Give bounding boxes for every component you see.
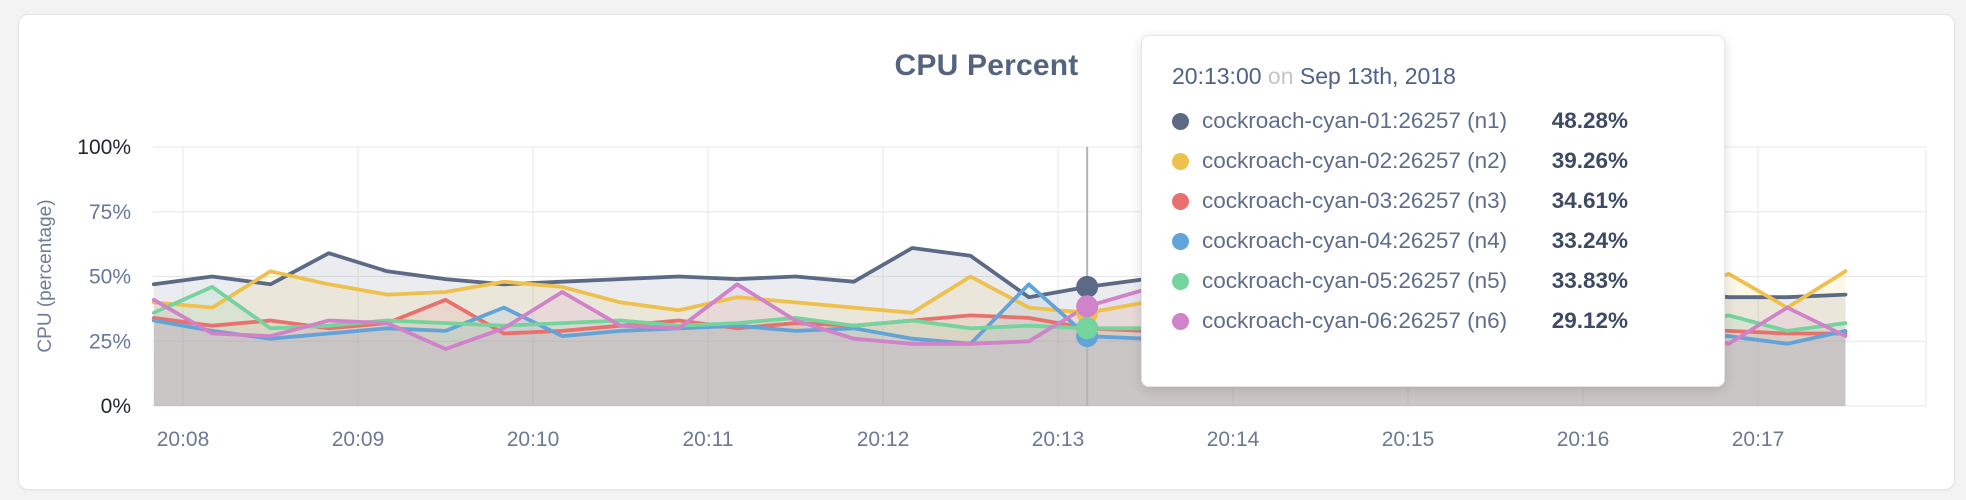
tooltip-series-label: cockroach-cyan-06:26257 (n6) (1202, 308, 1508, 333)
x-tick-label: 20:16 (1557, 428, 1610, 451)
tooltip-time: 20:13:00 (1172, 63, 1262, 89)
tooltip-series-value: 48.28% (1551, 108, 1628, 133)
y-tick-label: 50% (89, 266, 131, 289)
tooltip-row: cockroach-cyan-04:26257 (n4) 33.24% (1172, 221, 1628, 261)
hover-dot-n5 (1076, 317, 1099, 340)
y-tick-label: 100% (77, 136, 131, 159)
series-color-dot-icon (1172, 192, 1189, 210)
x-tick-label: 20:10 (507, 428, 560, 451)
hover-dot-n1 (1076, 275, 1099, 298)
tooltip-series-value: 29.12% (1551, 308, 1628, 333)
x-tick-label: 20:08 (157, 428, 210, 451)
tooltip-series-label: cockroach-cyan-02:26257 (n2) (1202, 148, 1508, 173)
tooltip-series-label: cockroach-cyan-01:26257 (n1) (1202, 108, 1508, 133)
tooltip-series-label: cockroach-cyan-05:26257 (n5) (1202, 268, 1508, 293)
series-color-dot-icon (1172, 312, 1189, 330)
tooltip-series-value: 34.61% (1551, 188, 1628, 213)
tooltip-series-value: 33.24% (1551, 228, 1628, 253)
x-tick-label: 20:13 (1032, 428, 1085, 451)
tooltip-row: cockroach-cyan-05:26257 (n5) 33.83% (1172, 261, 1628, 301)
tooltip-series-label: cockroach-cyan-04:26257 (n4) (1202, 228, 1508, 253)
tooltip-row: cockroach-cyan-02:26257 (n2) 39.26% (1172, 141, 1628, 181)
chart-card: CPU Percent CPU (percentage) 0% 25% 50% 75%… (18, 14, 1955, 490)
chart-tooltip: 20:13:00 on Sep 13th, 2018 cockroach-cya… (1141, 35, 1725, 387)
chart-title: CPU Percent (894, 49, 1079, 82)
tooltip-series-value: 39.26% (1551, 148, 1628, 173)
x-tick-label: 20:12 (857, 428, 910, 451)
tooltip-rows: cockroach-cyan-01:26257 (n1) 48.28% cockro… (1172, 101, 1628, 341)
y-tick-label: 25% (89, 330, 131, 353)
tooltip-series-value: 33.83% (1551, 268, 1628, 293)
series-color-dot-icon (1172, 272, 1189, 290)
tooltip-series-label: cockroach-cyan-03:26257 (n3) (1202, 188, 1508, 213)
tooltip-header: 20:13:00 on Sep 13th, 2018 (1172, 60, 1628, 92)
tooltip-row: cockroach-cyan-03:26257 (n3) 34.61% (1172, 181, 1628, 221)
series-color-dot-icon (1172, 232, 1189, 250)
y-tick-label: 0% (101, 395, 131, 418)
tooltip-row: cockroach-cyan-06:26257 (n6) 29.12% (1172, 301, 1628, 341)
x-tick-label: 20:14 (1207, 428, 1260, 451)
x-tick-label: 20:15 (1382, 428, 1435, 451)
x-tick-label: 20:17 (1732, 428, 1785, 451)
hover-dot-n6 (1076, 295, 1099, 318)
x-tick-label: 20:11 (683, 428, 734, 451)
series-color-dot-icon (1172, 112, 1189, 130)
x-tick-label: 20:09 (332, 428, 385, 451)
tooltip-row: cockroach-cyan-01:26257 (n1) 48.28% (1172, 101, 1628, 141)
y-tick-label: 75% (89, 201, 131, 224)
series-color-dot-icon (1172, 152, 1189, 170)
tooltip-conjunction: on (1267, 63, 1294, 89)
tooltip-date: Sep 13th, 2018 (1299, 63, 1456, 89)
